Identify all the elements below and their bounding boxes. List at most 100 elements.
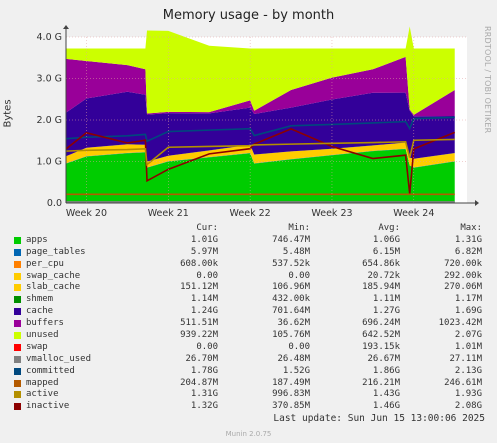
area-unused (66, 26, 455, 115)
x-tick-label: Week 21 (148, 208, 189, 219)
legend-avg: 1.46G (372, 401, 400, 412)
legend-header: Cur: Min: Avg: Max: (14, 223, 494, 235)
legend-name: swap (26, 341, 48, 352)
legend-min: 187.49M (272, 377, 310, 388)
legend-swatch (14, 236, 21, 244)
legend-min: 0.00 (288, 341, 310, 352)
legend-row-active: active 1.31G 996.83M 1.43G 1.93G (14, 389, 494, 401)
legend-swatch (14, 320, 21, 328)
legend-min: 996.83M (272, 389, 310, 400)
legend-max: 246.61M (444, 377, 482, 388)
legend-row-swap-cache: swap_cache 0.00 0.00 20.72k 292.00k (14, 271, 494, 283)
legend-max: 1023.42M (438, 318, 482, 329)
legend-max: 6.82M (454, 246, 482, 257)
col-min: Min: (288, 223, 310, 233)
col-avg: Avg: (378, 223, 400, 233)
legend-swatch (14, 379, 21, 387)
area-cache (66, 91, 455, 162)
y-tick-label: 1.0 G (37, 157, 63, 168)
legend-max: 1.69G (454, 306, 482, 317)
legend-row-cache: cache 1.24G 701.64M 1.27G 1.69G (14, 306, 494, 318)
y-tick-label: 2.0 G (37, 115, 63, 126)
legend-cur: 26.70M (185, 353, 218, 364)
legend-cur: 939.22M (180, 330, 218, 341)
x-axis-arrow (475, 200, 479, 206)
legend-max: 720.00k (444, 258, 482, 269)
legend-cur: 1.78G (190, 365, 218, 376)
legend-row-page-tables: page_tables 5.97M 5.48M 6.15M 6.82M (14, 247, 494, 259)
x-tick-label: Week 24 (393, 208, 434, 219)
legend-cur: 204.87M (180, 377, 218, 388)
legend-max: 27.11M (449, 353, 482, 364)
legend-name: vmalloc_used (26, 353, 92, 364)
legend-row-swap: swap 0.00 0.00 193.15k 1.01M (14, 342, 494, 354)
legend-name: page_tables (26, 246, 86, 257)
legend-max: 292.00k (444, 270, 482, 281)
legend-max: 1.31G (454, 234, 482, 245)
legend-min: 5.48M (282, 246, 310, 257)
legend-avg: 1.06G (372, 234, 400, 245)
legend-swatch (14, 391, 21, 399)
legend-swatch (14, 355, 21, 363)
legend-swatch (14, 367, 21, 375)
legend-max: 1.01M (454, 341, 482, 352)
legend-name: swap_cache (26, 270, 81, 281)
legend-avg: 216.21M (362, 377, 400, 388)
legend-name: committed (26, 365, 75, 376)
legend-swatch (14, 332, 21, 340)
legend-avg: 26.67M (367, 353, 400, 364)
last-update: Last update: Sun Jun 15 13:00:06 2025 (273, 413, 485, 424)
legend-cur: 5.97M (190, 246, 218, 257)
legend-row-per-cpu: per_cpu 608.00k 537.52k 654.86k 720.00k (14, 259, 494, 271)
legend-cur: 0.00 (196, 341, 218, 352)
legend-min: 701.64M (272, 306, 310, 317)
y-tick-label: 0.0 (47, 198, 62, 209)
legend-swatch (14, 403, 21, 411)
legend: Cur: Min: Avg: Max: apps 1.01G 746.47M 1.06… (14, 223, 494, 413)
legend-avg: 1.43G (372, 389, 400, 400)
x-tick-label: Week 20 (66, 208, 107, 219)
legend-swatch (14, 308, 21, 316)
generator-credit: Munin 2.0.75 (225, 430, 272, 438)
col-cur: Cur: (196, 223, 218, 233)
legend-cur: 151.12M (180, 282, 218, 293)
legend-cur: 1.32G (190, 401, 218, 412)
legend-min: 106.96M (272, 282, 310, 293)
line-active (65, 138, 455, 167)
legend-name: inactive (26, 401, 70, 412)
legend-min: 105.76M (272, 330, 310, 341)
area-buffers (66, 56, 455, 117)
y-axis-arrow (63, 25, 69, 29)
legend-name: cache (26, 306, 54, 317)
col-max: Max: (460, 223, 482, 233)
legend-swatch (14, 343, 21, 351)
legend-min: 26.48M (277, 353, 310, 364)
legend-min: 432.00k (272, 294, 310, 305)
legend-swatch (14, 272, 21, 280)
y-tick-label: 3.0 G (37, 74, 63, 85)
legend-swatch (14, 248, 21, 256)
legend-cur: 1.24G (190, 306, 218, 317)
legend-avg: 654.86k (362, 258, 400, 269)
legend-max: 2.07G (454, 330, 482, 341)
legend-swatch (14, 260, 21, 268)
x-tick-label: Week 23 (311, 208, 352, 219)
x-tick-label: Week 22 (230, 208, 271, 219)
rrdtool-credit: RRDTOOL / TOBI OETIKER (483, 26, 492, 134)
legend-avg: 696.24M (362, 318, 400, 329)
legend-swatch (14, 296, 21, 304)
legend-row-vmalloc-used: vmalloc_used 26.70M 26.48M 26.67M 27.11M (14, 354, 494, 366)
legend-cur: 608.00k (180, 258, 218, 269)
legend-row-unused: unused 939.22M 105.76M 642.52M 2.07G (14, 330, 494, 342)
legend-name: mapped (26, 377, 59, 388)
legend-min: 370.85M (272, 401, 310, 412)
legend-max: 1.17M (454, 294, 482, 305)
legend-name: apps (26, 234, 48, 245)
legend-name: slab_cache (26, 282, 81, 293)
legend-avg: 185.94M (362, 282, 400, 293)
memory-chart: 0.0 1.0 G 2.0 G 3.0 G 4.0 G Week 20 Week 21 Wee… (37, 25, 479, 219)
line-inactive (65, 128, 456, 194)
line-committed (65, 116, 455, 143)
legend-max: 2.13G (454, 365, 482, 376)
legend-name: active (26, 389, 59, 400)
